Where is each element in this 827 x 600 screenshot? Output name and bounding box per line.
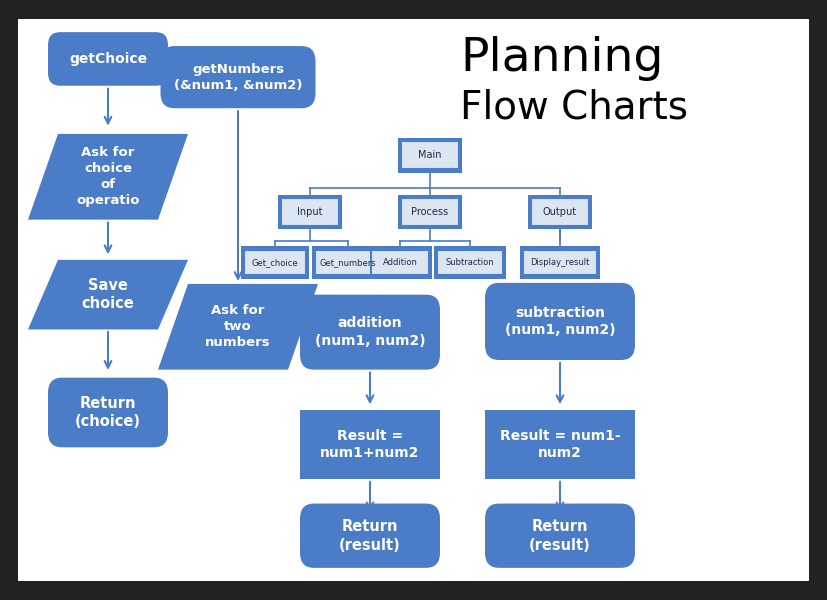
FancyBboxPatch shape <box>437 250 503 275</box>
FancyBboxPatch shape <box>281 198 339 226</box>
Bar <box>485 410 635 479</box>
FancyBboxPatch shape <box>315 250 381 275</box>
Text: Subtraction: Subtraction <box>446 258 495 267</box>
FancyBboxPatch shape <box>300 503 440 568</box>
Text: Result = num1-
num2: Result = num1- num2 <box>500 429 620 460</box>
FancyBboxPatch shape <box>434 247 506 278</box>
Text: Return
(result): Return (result) <box>529 519 590 553</box>
Text: getNumbers
(&num1, &num2): getNumbers (&num1, &num2) <box>174 62 302 92</box>
Text: Main: Main <box>418 151 442 160</box>
FancyBboxPatch shape <box>485 283 635 360</box>
Text: Input: Input <box>297 207 323 217</box>
Bar <box>300 410 440 479</box>
Polygon shape <box>28 260 188 329</box>
Text: Result =
num1+num2: Result = num1+num2 <box>320 429 419 460</box>
FancyBboxPatch shape <box>520 247 600 278</box>
Polygon shape <box>28 134 188 220</box>
FancyBboxPatch shape <box>48 377 168 448</box>
FancyBboxPatch shape <box>241 247 309 278</box>
Polygon shape <box>158 284 318 370</box>
Text: Planning: Planning <box>460 37 663 82</box>
Text: addition
(num1, num2): addition (num1, num2) <box>315 316 425 348</box>
Text: Addition: Addition <box>383 258 418 267</box>
Text: Ask for
choice
of
operatio: Ask for choice of operatio <box>76 146 140 207</box>
FancyBboxPatch shape <box>401 198 459 226</box>
Text: getChoice: getChoice <box>69 52 147 66</box>
FancyBboxPatch shape <box>401 142 459 169</box>
FancyBboxPatch shape <box>160 46 315 108</box>
FancyBboxPatch shape <box>398 138 462 173</box>
FancyBboxPatch shape <box>523 250 597 275</box>
Text: Display_result: Display_result <box>530 258 590 267</box>
FancyBboxPatch shape <box>371 250 429 275</box>
Text: Output: Output <box>543 207 577 217</box>
Text: Return
(result): Return (result) <box>339 519 401 553</box>
FancyBboxPatch shape <box>300 295 440 370</box>
FancyBboxPatch shape <box>278 195 342 229</box>
FancyBboxPatch shape <box>244 250 306 275</box>
Text: Ask for
two
numbers: Ask for two numbers <box>205 304 270 349</box>
Text: Save
choice: Save choice <box>82 278 134 311</box>
FancyBboxPatch shape <box>48 32 168 86</box>
Text: subtraction
(num1, num2): subtraction (num1, num2) <box>504 306 615 337</box>
Text: Get_numbers: Get_numbers <box>320 258 376 267</box>
Text: Flow Charts: Flow Charts <box>460 88 688 126</box>
Text: Process: Process <box>412 207 448 217</box>
Text: Return
(choice): Return (choice) <box>75 396 141 430</box>
Text: Get_choice: Get_choice <box>251 258 299 267</box>
FancyBboxPatch shape <box>368 247 432 278</box>
FancyBboxPatch shape <box>531 198 589 226</box>
FancyBboxPatch shape <box>485 503 635 568</box>
FancyBboxPatch shape <box>398 195 462 229</box>
FancyBboxPatch shape <box>528 195 592 229</box>
FancyBboxPatch shape <box>312 247 384 278</box>
